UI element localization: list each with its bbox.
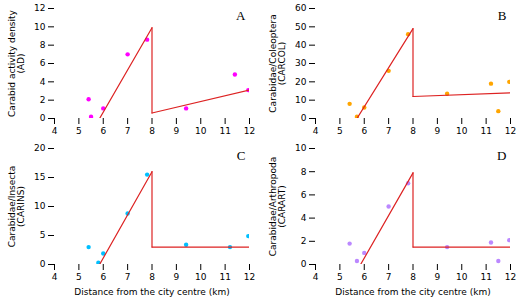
svg-text:8: 8: [410, 126, 416, 136]
svg-text:4: 4: [313, 126, 319, 136]
svg-text:11: 11: [219, 272, 230, 282]
svg-text:Carabidae/Insecta(CARINS): Carabidae/Insecta(CARINS): [7, 166, 26, 248]
svg-text:5: 5: [76, 126, 82, 136]
svg-text:20: 20: [34, 143, 46, 153]
svg-text:10: 10: [456, 126, 468, 136]
svg-text:5: 5: [337, 272, 343, 282]
svg-text:8: 8: [149, 126, 155, 136]
svg-text:6: 6: [361, 126, 367, 136]
svg-text:12: 12: [505, 272, 516, 282]
svg-text:10: 10: [34, 22, 46, 32]
svg-text:10: 10: [295, 143, 307, 153]
svg-text:10: 10: [34, 201, 46, 211]
svg-text:6: 6: [40, 58, 46, 68]
svg-text:12: 12: [244, 272, 255, 282]
svg-text:50: 50: [295, 22, 307, 32]
svg-text:7: 7: [386, 272, 392, 282]
svg-text:60: 60: [295, 3, 307, 13]
svg-text:9: 9: [174, 126, 180, 136]
svg-text:6: 6: [361, 272, 367, 282]
svg-text:30: 30: [295, 58, 307, 68]
svg-text:Distance from the city centre: Distance from the city centre (km): [335, 287, 490, 297]
svg-text:0: 0: [301, 259, 307, 269]
svg-text:11: 11: [219, 126, 230, 136]
svg-text:4: 4: [52, 126, 58, 136]
svg-text:11: 11: [480, 272, 491, 282]
svg-text:6: 6: [301, 190, 307, 200]
svg-text:B: B: [498, 8, 507, 23]
svg-text:D: D: [497, 148, 506, 163]
svg-text:11: 11: [480, 126, 491, 136]
svg-text:Carabid activity density(AD): Carabid activity density(AD): [7, 9, 26, 117]
svg-text:8: 8: [40, 40, 46, 50]
svg-text:2: 2: [40, 95, 46, 105]
svg-text:6: 6: [100, 272, 106, 282]
svg-text:5: 5: [337, 126, 343, 136]
svg-text:4: 4: [40, 77, 46, 87]
svg-text:Carabidae/Arthropoda(CARART): Carabidae/Arthropoda(CARART): [268, 157, 287, 257]
svg-text:40: 40: [295, 40, 307, 50]
svg-text:12: 12: [244, 126, 255, 136]
svg-text:4: 4: [52, 272, 58, 282]
svg-text:7: 7: [125, 272, 131, 282]
svg-text:6: 6: [100, 126, 106, 136]
svg-text:5: 5: [40, 230, 46, 240]
svg-text:C: C: [237, 148, 246, 163]
svg-text:2: 2: [301, 236, 307, 246]
svg-text:0: 0: [40, 113, 46, 123]
svg-text:10: 10: [195, 272, 207, 282]
svg-text:9: 9: [435, 272, 441, 282]
svg-text:8: 8: [301, 167, 307, 177]
svg-text:10: 10: [456, 272, 468, 282]
svg-text:7: 7: [386, 126, 392, 136]
svg-text:20: 20: [295, 77, 307, 87]
svg-text:4: 4: [313, 272, 319, 282]
svg-text:9: 9: [435, 126, 441, 136]
svg-text:12: 12: [505, 126, 516, 136]
svg-text:10: 10: [295, 95, 307, 105]
svg-text:15: 15: [34, 172, 45, 182]
svg-text:5: 5: [76, 272, 82, 282]
svg-text:A: A: [236, 8, 246, 23]
svg-text:Carabidae/Coleoptera(CARCOL): Carabidae/Coleoptera(CARCOL): [268, 14, 287, 112]
svg-text:0: 0: [40, 259, 46, 269]
svg-text:10: 10: [195, 126, 207, 136]
svg-text:8: 8: [410, 272, 416, 282]
svg-text:0: 0: [301, 113, 307, 123]
svg-text:12: 12: [34, 3, 45, 13]
svg-text:9: 9: [174, 272, 180, 282]
svg-text:Distance from the city centre: Distance from the city centre (km): [74, 287, 229, 297]
svg-text:8: 8: [149, 272, 155, 282]
svg-text:4: 4: [301, 213, 307, 223]
svg-text:7: 7: [125, 126, 131, 136]
